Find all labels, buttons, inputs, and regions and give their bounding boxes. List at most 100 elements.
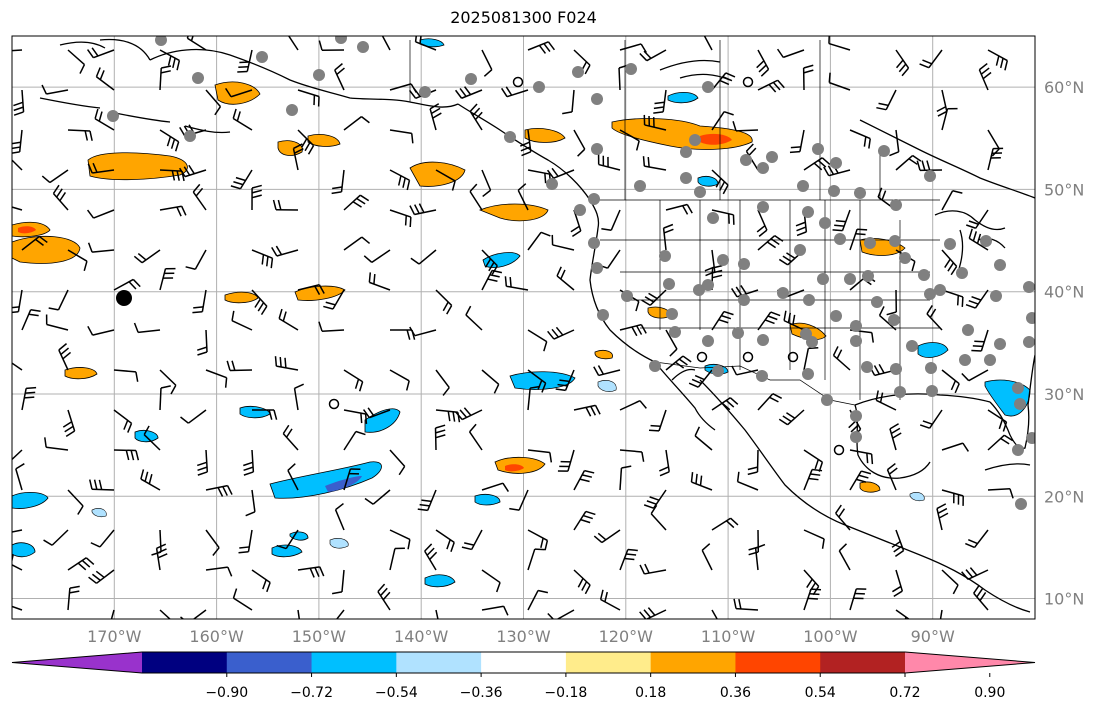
map-title: 2025081300 F024 [450, 8, 597, 27]
wind-barb [481, 49, 493, 77]
station-marker [680, 146, 692, 158]
wind-barb [67, 249, 88, 272]
wind-barb [593, 529, 621, 544]
wind-barb [517, 183, 529, 211]
station-marker [757, 201, 769, 213]
station-marker [1012, 444, 1024, 456]
wind-barb [501, 86, 529, 98]
lon-tick-label: 120°W [599, 627, 654, 646]
wind-barb [987, 409, 1008, 432]
wind-barb [732, 121, 759, 132]
field-patch-positive [594, 350, 613, 360]
coastline-hudson [859, 119, 1035, 199]
station-marker [828, 185, 840, 197]
wind-barb [297, 609, 301, 619]
station-marker [854, 187, 866, 199]
station-marker [980, 235, 992, 247]
station-marker [335, 36, 347, 44]
wind-barb [965, 289, 989, 309]
station-marker [738, 294, 750, 306]
colorbar-segment [481, 652, 567, 673]
wind-barb [643, 489, 667, 509]
field-patch-negative [364, 408, 401, 433]
wind-barb [323, 289, 345, 310]
station-marker [588, 193, 600, 205]
lat-tick-label: 60°N [1044, 78, 1084, 97]
colorbar-tick-label: −0.36 [460, 685, 503, 701]
wind-barb [556, 266, 575, 291]
station-marker [864, 237, 876, 249]
station-marker [889, 235, 901, 247]
wind-barb [272, 199, 299, 211]
station-marker [680, 172, 692, 184]
wind-barb [527, 449, 553, 463]
wind-barb [757, 235, 784, 251]
station-marker [890, 199, 902, 211]
wind-barb [481, 482, 509, 492]
field-patch-strong-positive [18, 226, 36, 234]
wind-barb [875, 390, 897, 411]
wind-barb [62, 409, 76, 437]
colorbar-tick-label: −0.54 [375, 685, 418, 701]
wind-barb [86, 47, 115, 59]
wind-barb [832, 209, 851, 232]
wind-barb [838, 543, 851, 571]
wind-barb [659, 449, 670, 477]
wind-barb [143, 425, 161, 451]
wind-barb [961, 369, 989, 382]
wind-barb [731, 365, 759, 376]
wind-barb [232, 108, 253, 131]
wind-barb [21, 309, 41, 331]
wind-barb [619, 449, 645, 462]
wind-barb [343, 194, 370, 211]
colorbar-extend-low [12, 652, 142, 673]
wind-barb [849, 470, 872, 491]
wind-barb [599, 589, 621, 611]
wind-barb [343, 236, 371, 251]
wind-barb [185, 249, 207, 270]
wind-barb [551, 234, 575, 251]
wind-barb [409, 203, 437, 216]
open-station-marker [742, 351, 754, 363]
wind-barb [895, 154, 922, 171]
station-marker [694, 186, 706, 198]
station-marker [669, 326, 681, 338]
wind-barb [276, 529, 299, 550]
wind-barb [159, 65, 172, 91]
wind-barb [803, 347, 819, 371]
station-marker [591, 262, 603, 274]
station-marker [693, 284, 705, 296]
wind-barb [941, 489, 964, 506]
wind-barb [113, 369, 139, 382]
wind-barb [520, 129, 532, 157]
wind-barb [966, 209, 989, 229]
station-marker [844, 273, 856, 285]
station-marker [738, 258, 750, 270]
wind-barb [251, 409, 278, 420]
station-marker [819, 217, 831, 229]
station-marker [830, 310, 842, 322]
wind-barb [389, 369, 410, 391]
wind-barb [481, 369, 500, 394]
wind-barb [736, 471, 759, 491]
lon-tick-label: 100°W [803, 627, 858, 646]
wind-barb [205, 566, 233, 577]
station-marker [821, 394, 833, 406]
wind-barb [197, 329, 208, 356]
wind-barb [665, 355, 692, 371]
colorbar-tick-label: 0.36 [720, 685, 751, 701]
station-marker [924, 170, 936, 182]
field-patch-negative [12, 492, 49, 509]
wind-barb [593, 365, 621, 377]
wind-barb [245, 489, 256, 517]
wind-barb [878, 306, 897, 331]
station-marker [850, 431, 862, 443]
station-marker [732, 327, 744, 339]
station-marker [313, 69, 325, 81]
wind-barb [343, 409, 368, 425]
station-marker [659, 250, 671, 262]
large-station-marker [116, 290, 132, 306]
wind-barb [941, 107, 958, 131]
wind-barb [87, 242, 115, 253]
wind-barb [711, 209, 735, 225]
